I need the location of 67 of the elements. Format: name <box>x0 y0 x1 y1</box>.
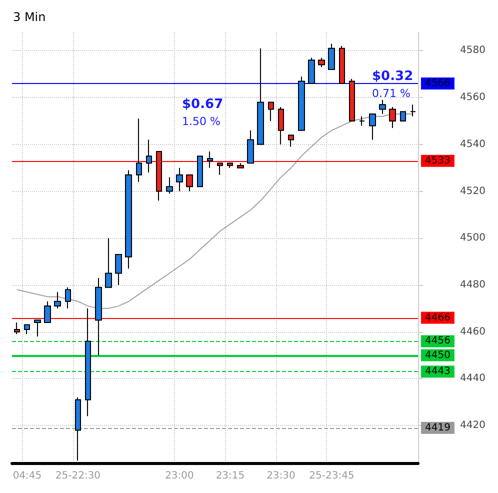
candlestick <box>85 308 91 417</box>
candlestick <box>65 286 71 309</box>
y-tick-label: 4580 <box>460 45 486 56</box>
line-series <box>16 113 414 309</box>
ref-line-label: 4443 <box>425 366 450 378</box>
annotation: $0.67 <box>182 97 224 112</box>
candlestick <box>14 322 20 335</box>
candlestick <box>268 102 274 122</box>
candlestick <box>217 162 223 176</box>
candlestick <box>227 162 233 168</box>
candlestick <box>359 116 365 126</box>
y-tick-label: 4500 <box>460 232 486 244</box>
candlestick <box>54 292 61 309</box>
candlestick <box>156 150 162 202</box>
candlestick <box>339 46 345 84</box>
x-tick-label: 23:30 <box>266 470 296 482</box>
candlestick <box>166 176 173 194</box>
y-tick-label: 4520 <box>460 186 486 197</box>
candlestick <box>257 48 264 145</box>
candlestick <box>176 167 183 192</box>
candlestick <box>410 104 416 117</box>
x-tick-label: 25-23:45 <box>309 470 354 482</box>
x-tick-label: 04:45 <box>12 470 42 482</box>
candlestick <box>136 118 142 182</box>
candlestick <box>146 139 152 174</box>
candlestick <box>247 130 254 164</box>
candlestick <box>24 324 30 335</box>
candlestick <box>308 57 315 84</box>
candlestick <box>125 170 132 270</box>
ref-line-label: 4456 <box>425 336 450 347</box>
ref-line-label: 4566 <box>425 78 450 90</box>
annotation: 0.71 % <box>372 87 410 100</box>
candlestick <box>278 106 284 145</box>
candlestick <box>298 76 305 131</box>
y-tick-label: 4540 <box>460 138 486 150</box>
y-tick-label: 4460 <box>460 326 486 338</box>
x-tick-label: 23:15 <box>216 470 245 482</box>
candlestick <box>318 57 325 68</box>
y-tick-label: 4420 <box>460 420 486 432</box>
x-tick-label: 25-22:30 <box>55 470 101 482</box>
ref-line-label: 4419 <box>425 422 450 434</box>
ref-line-label: 4466 <box>425 312 450 324</box>
y-tick-label: 4440 <box>460 373 486 384</box>
candlestick <box>369 113 376 140</box>
candlestick <box>237 162 244 168</box>
candlestick <box>349 78 355 122</box>
candlestick <box>105 238 112 288</box>
candlestick <box>207 150 213 168</box>
annotation: 1.50 % <box>182 115 220 128</box>
candlestick <box>186 174 193 192</box>
candlestick <box>197 156 203 188</box>
x-tick-label: 23:00 <box>165 470 194 482</box>
candlestick <box>95 277 102 356</box>
candlestick <box>328 43 335 70</box>
candlestick <box>34 320 41 338</box>
y-tick-label: 4480 <box>460 279 486 290</box>
candlestick <box>400 111 406 122</box>
annotation: $0.32 <box>372 69 414 84</box>
candlestick <box>115 254 122 286</box>
candlestick <box>288 134 294 148</box>
candlestick <box>379 99 386 114</box>
y-tick-label: 4560 <box>460 92 486 104</box>
ref-line-label: 4533 <box>425 155 450 166</box>
ref-line-label: 4450 <box>425 350 450 361</box>
candlestick <box>44 300 51 323</box>
chart-title: 3 Min <box>13 10 46 24</box>
candlestick <box>389 106 396 129</box>
